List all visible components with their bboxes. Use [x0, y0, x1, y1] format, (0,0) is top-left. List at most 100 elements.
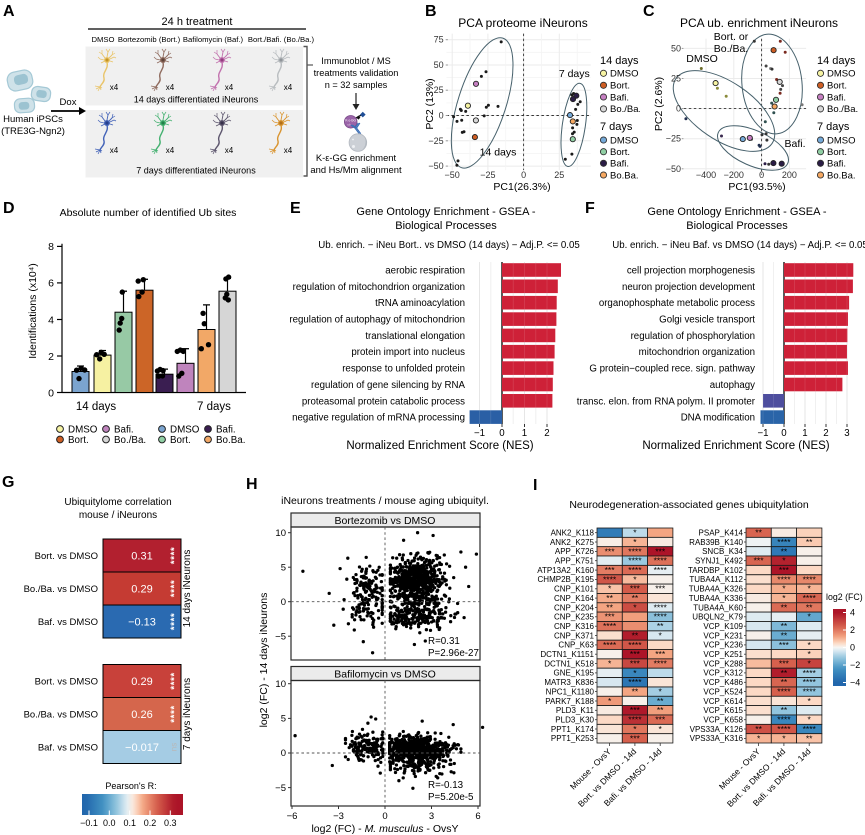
svg-text:DMSO: DMSO [68, 424, 98, 435]
svg-text:neuron projection development: neuron projection development [622, 282, 755, 293]
svg-text:****: **** [803, 668, 817, 678]
svg-text:−400: −400 [696, 170, 716, 180]
svg-text:VPS33A_K126: VPS33A_K126 [690, 725, 744, 734]
svg-text:0.0: 0.0 [103, 818, 116, 828]
svg-text:Bort.: Bort. [610, 147, 630, 158]
svg-text:14 days differentiated iNeuron: 14 days differentiated iNeurons [134, 95, 259, 105]
svg-text:−0.017: −0.017 [125, 742, 159, 754]
svg-text:MATR3_K836: MATR3_K836 [544, 678, 594, 687]
svg-text:Ub. enrich. − iNeu Baf. vs DMS: Ub. enrich. − iNeu Baf. vs DMSO (14 days… [612, 240, 865, 251]
svg-text:Bafilomycin vs DMSO: Bafilomycin vs DMSO [334, 668, 436, 680]
svg-text:−25: −25 [666, 134, 681, 144]
svg-text:****: **** [803, 677, 817, 687]
svg-text:PLD3_K11: PLD3_K11 [556, 706, 595, 715]
svg-text:*: * [782, 584, 786, 594]
svg-text:Biological Processes: Biological Processes [395, 220, 497, 232]
svg-text:*: * [659, 687, 663, 697]
svg-text:Bort.: Bort. [827, 81, 847, 92]
svg-text:****: **** [603, 621, 617, 631]
svg-text:I: I [533, 477, 537, 494]
svg-text:mouse / iNeurons: mouse / iNeurons [79, 510, 157, 521]
svg-text:APP_K726: APP_K726 [555, 547, 595, 556]
svg-text:*: * [808, 612, 812, 622]
svg-text:**: ** [755, 724, 762, 734]
svg-text:**: ** [632, 631, 639, 641]
svg-text:**: ** [781, 631, 788, 641]
svg-text:***: *** [630, 705, 641, 715]
svg-text:0: 0 [499, 428, 505, 439]
svg-text:log2 (FC) - 14 days iNeurons: log2 (FC) - 14 days iNeurons [258, 593, 270, 728]
svg-text:NPC1_K1180: NPC1_K1180 [546, 687, 595, 696]
svg-text:Bafi.: Bafi. [784, 138, 805, 150]
svg-text:protein import into nucleus: protein import into nucleus [351, 347, 465, 358]
svg-text:****: **** [170, 672, 181, 690]
svg-text:n = 32 samples: n = 32 samples [325, 80, 388, 90]
svg-text:0: 0 [676, 104, 681, 114]
svg-text:****: **** [777, 537, 791, 547]
svg-text:***: *** [779, 640, 790, 650]
svg-text:DCTN1_K518: DCTN1_K518 [544, 659, 594, 668]
svg-text:*: * [808, 696, 812, 706]
svg-text:Bort. vs DMSO: Bort. vs DMSO [35, 677, 98, 688]
svg-text:****: **** [628, 677, 642, 687]
svg-text:Absolute number of identified: Absolute number of identified Ub sites [60, 207, 237, 219]
svg-text:CNP_K316: CNP_K316 [554, 622, 595, 631]
svg-text:*: * [633, 574, 637, 584]
svg-text:0: 0 [781, 428, 787, 439]
svg-text:B: B [425, 3, 437, 20]
svg-text:1: 1 [802, 428, 807, 439]
svg-text:**: ** [606, 602, 613, 612]
svg-text:VCP_K231: VCP_K231 [703, 631, 743, 640]
svg-text:****: **** [803, 724, 817, 734]
svg-text:ANK2_K275: ANK2_K275 [550, 538, 595, 547]
svg-text:cell projection morphogenesis: cell projection morphogenesis [627, 266, 755, 277]
svg-text:0: 0 [850, 643, 855, 653]
svg-text:PCA ub. enrichment iNeurons: PCA ub. enrichment iNeurons [680, 16, 838, 30]
svg-text:**: ** [781, 546, 788, 556]
svg-text:−5: −5 [275, 631, 286, 642]
svg-text:P=2.96e-27: P=2.96e-27 [428, 648, 479, 659]
svg-text:Ubiquitylome correlation: Ubiquitylome correlation [64, 497, 171, 508]
svg-text:Bo./Ba. vs DMSO: Bo./Ba. vs DMSO [24, 710, 98, 721]
svg-text:−5: −5 [275, 783, 286, 794]
svg-text:**: ** [781, 705, 788, 715]
svg-text:****: **** [603, 574, 617, 584]
svg-text:Bafi.: Bafi. [114, 424, 134, 435]
svg-text:10: 10 [275, 528, 286, 539]
svg-text:transc. elon. from RNA polym.: transc. elon. from RNA polym. II promote… [577, 396, 756, 407]
svg-text:x4: x4 [225, 146, 234, 155]
svg-text:Bortezomib (Bort.): Bortezomib (Bort.) [118, 35, 181, 44]
svg-text:**: ** [657, 705, 664, 715]
svg-text:Bort.: Bort. [827, 147, 847, 158]
svg-text:14 days: 14 days [480, 147, 517, 159]
svg-text:−25: −25 [428, 136, 443, 146]
svg-text:−3: −3 [333, 811, 344, 822]
svg-text:Bort./Bafi. (Bo./Ba.): Bort./Bafi. (Bo./Ba.) [248, 35, 315, 44]
svg-text:C: C [643, 3, 655, 20]
svg-text:PC1(93.5%): PC1(93.5%) [728, 181, 785, 193]
svg-text:*: * [633, 724, 637, 734]
svg-text:*: * [633, 602, 637, 612]
svg-text:*: * [633, 528, 637, 538]
svg-text:Golgi vesicle transport: Golgi vesicle transport [659, 315, 755, 326]
svg-text:*: * [782, 733, 786, 743]
svg-text:regulation of autophagy of mit: regulation of autophagy of mitochondrion [289, 315, 465, 326]
svg-text:CNP_K371: CNP_K371 [554, 631, 595, 640]
svg-text:negative regulation of mRNA pr: negative regulation of mRNA processing [292, 413, 465, 424]
svg-text:**: ** [657, 621, 664, 631]
svg-text:***: *** [655, 715, 666, 725]
svg-text:0: 0 [521, 170, 526, 180]
svg-text:−0.13: −0.13 [128, 617, 156, 629]
svg-text:****: **** [777, 687, 791, 697]
svg-text:DCTN1_K1151: DCTN1_K1151 [540, 650, 594, 659]
svg-text:SYNJ1_K492: SYNJ1_K492 [695, 557, 744, 566]
svg-text:7 days: 7 days [559, 68, 590, 80]
svg-text:Human iPSCs: Human iPSCs [3, 114, 63, 125]
svg-text:***: *** [630, 659, 641, 669]
svg-text:**: ** [657, 696, 664, 706]
svg-text:4: 4 [48, 314, 54, 326]
svg-text:regulation of mitochondrion or: regulation of mitochondrion organization [293, 282, 465, 293]
svg-text:CHMP2B_K195: CHMP2B_K195 [538, 575, 595, 584]
svg-text:*: * [782, 556, 786, 566]
svg-text:VCP_K615: VCP_K615 [703, 706, 743, 715]
